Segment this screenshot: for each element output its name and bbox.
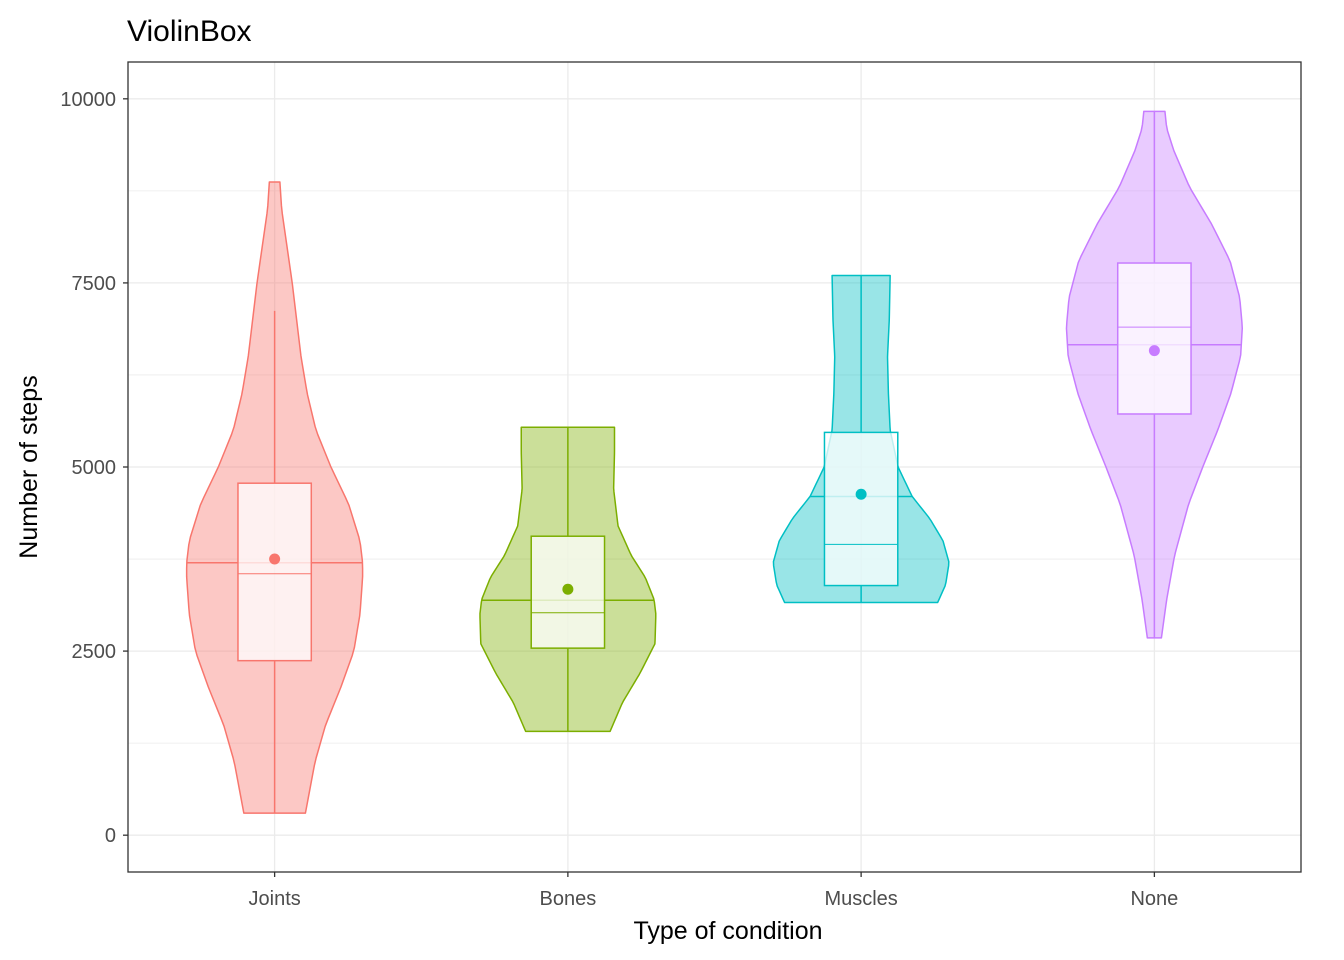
- violin-group-muscles: [772, 274, 950, 604]
- violin-group-bones: [479, 426, 657, 733]
- box-joints: [237, 482, 313, 662]
- y-tick-label: 0: [105, 825, 116, 847]
- x-tick-label: Joints: [249, 888, 301, 910]
- x-axis-title: Type of condition: [633, 917, 822, 945]
- box-none: [1116, 262, 1192, 415]
- chart-title: ViolinBox: [127, 15, 252, 48]
- mean-point-joints: [269, 553, 281, 565]
- violins: [185, 110, 1244, 814]
- y-axis-title: Number of steps: [15, 375, 43, 558]
- mean-point-none: [1148, 345, 1160, 357]
- y-tick-label: 7500: [72, 273, 117, 295]
- y-tick-label: 5000: [72, 457, 117, 479]
- box-muscles: [823, 431, 899, 587]
- violin-group-joints: [185, 181, 364, 814]
- y-tick-label: 2500: [72, 641, 117, 663]
- violin-group-none: [1065, 110, 1244, 639]
- x-tick-label: Muscles: [824, 888, 897, 910]
- x-axis: Joints Bones Muscles None: [249, 872, 1178, 910]
- mean-point-bones: [562, 583, 574, 595]
- x-tick-label: None: [1130, 888, 1178, 910]
- y-tick-label: 10000: [60, 89, 116, 111]
- mean-point-muscles: [855, 488, 867, 500]
- y-axis: 0 2500 5000 7500 10000: [60, 89, 128, 847]
- x-tick-label: Bones: [540, 888, 597, 910]
